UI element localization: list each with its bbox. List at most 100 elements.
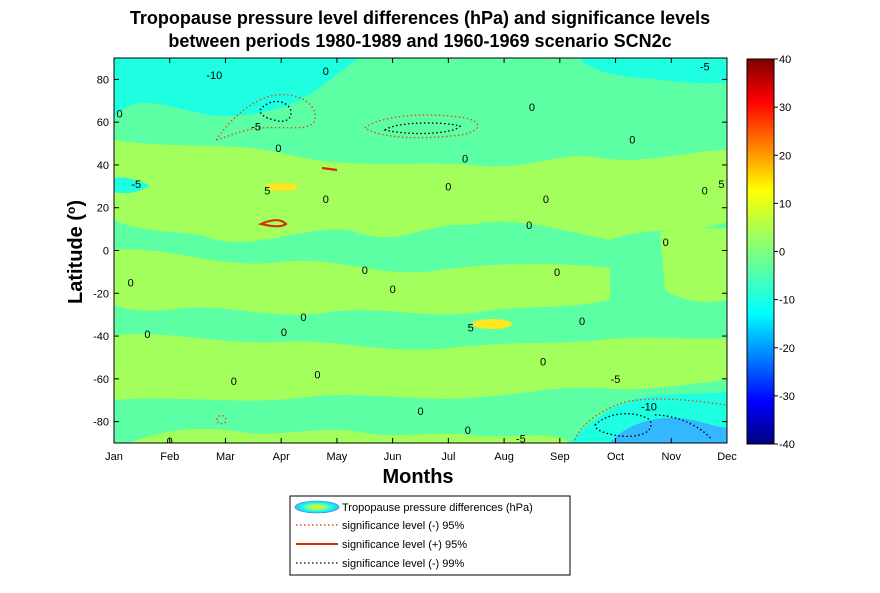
legend-label-fill: Tropopause pressure differences (hPa): [342, 502, 533, 514]
contour-label: 0: [465, 425, 471, 437]
legend-swatch-fill: [294, 500, 340, 514]
contour-label: -10: [206, 70, 222, 82]
x-axis-ticks: Jan Feb Mar Apr May Jun Jul Aug Sep Oct Nov Dec: [105, 58, 737, 463]
y-tick-label: -20: [93, 288, 109, 300]
x-tick-label: Apr: [273, 451, 290, 463]
field-positive-spot-jul: [472, 319, 512, 329]
y-tick-label: -40: [93, 331, 109, 343]
colorbar-tick-label: -20: [779, 343, 795, 355]
x-tick-label: Aug: [494, 451, 514, 463]
x-axis-label: Months: [382, 466, 453, 488]
sig-pos95-may: [321, 166, 338, 172]
field-band-positive-north: [114, 140, 727, 242]
contour-labels: -10 0 -5 0 -5 0 0 0 0 -5 5 0 0 0 0 5 0 0 0 0 0 0 0 5 0 0 0 0 0 0 -5 -10…: [117, 62, 725, 446]
y-axis-label: Latitude (o): [64, 200, 87, 304]
contour-label: 0: [314, 370, 320, 382]
x-tick-label: Feb: [160, 451, 179, 463]
chart-title-line-2: between periods 1980-1989 and 1960-1969 …: [168, 31, 671, 51]
legend-label-neg99: significance level (-) 99%: [342, 558, 464, 570]
colorbar-tick-label: 0: [779, 247, 785, 259]
contour-label: -5: [251, 121, 261, 133]
plot-area: -10 0 -5 0 -5 0 0 0 0 -5 5 0 0 0 0 5 0 0 0 0 0 0 0 5 0 0 0 0 0 0 -5 -10…: [114, 58, 727, 446]
x-tick-label: Jun: [384, 451, 402, 463]
legend: Tropopause pressure differences (hPa) si…: [289, 495, 571, 576]
field-negative-southeast-deep: [610, 417, 727, 443]
field-band-positive-southmost: [130, 428, 570, 443]
contour-label: 0: [390, 284, 396, 296]
y-tick-label: 60: [97, 117, 109, 129]
field-negative-north-left: [114, 58, 360, 118]
x-tick-label: May: [327, 451, 348, 463]
y-tick-label: 20: [97, 203, 109, 215]
field-positive-spot-apr: [266, 183, 298, 191]
contour-label: 0: [462, 154, 468, 166]
contour-label: 0: [529, 102, 535, 114]
contour-label: 0: [417, 406, 423, 418]
contour-label: 0: [281, 327, 287, 339]
contour-label: 0: [445, 181, 451, 193]
colorbar-tick-label: -40: [779, 439, 795, 451]
colorbar-tick-label: 10: [779, 198, 791, 210]
x-tick-label: Nov: [661, 451, 681, 463]
chart-title-line-1: Tropopause pressure level differences (h…: [130, 8, 710, 28]
y-axis-ticks: 80 60 40 20 0 -20 -40 -60 -80: [93, 74, 727, 429]
contour-label: 5: [718, 179, 724, 191]
field-band-positive-equator: [114, 249, 610, 315]
sig-neg99-north-mid: [383, 122, 462, 135]
contour-label: 0: [323, 66, 329, 78]
contour-label: -5: [611, 374, 621, 386]
legend-label-pos95: significance level (+) 95%: [342, 539, 467, 551]
contour-label: -5: [131, 179, 141, 191]
legend-label-neg95: significance level (-) 95%: [342, 520, 464, 532]
colorbar-tick-label: 40: [779, 54, 791, 66]
contour-label: 0: [362, 265, 368, 277]
contour-label: 0: [231, 376, 237, 388]
sig-neg95-mar-south: [216, 414, 227, 425]
x-tick-label: Mar: [216, 451, 235, 463]
field-band-positive-right: [660, 228, 727, 302]
colorbar-tick-label: 30: [779, 102, 791, 114]
contour-label: 0: [540, 357, 546, 369]
contour-label: 0: [579, 316, 585, 328]
y-axis-label-degree: o: [64, 207, 78, 214]
colorbar-tick-label: -10: [779, 295, 795, 307]
y-axis-label-text: Latitude (: [65, 214, 87, 304]
contour-label: 0: [702, 186, 708, 198]
contour-label: 0: [300, 312, 306, 324]
x-tick-label: Dec: [717, 451, 737, 463]
y-tick-label: -60: [93, 374, 109, 386]
contour-label: 0: [323, 194, 329, 206]
contour-label: 0: [526, 220, 532, 232]
field-negative-west-edge: [114, 177, 150, 194]
contour-label: 0: [629, 134, 635, 146]
y-tick-label: -80: [93, 417, 109, 429]
contour-label: 0: [117, 109, 123, 121]
sig-pos95-apr: [257, 219, 288, 228]
contour-label: -5: [516, 434, 526, 446]
contour-label: 0: [275, 143, 281, 155]
y-tick-label: 80: [97, 74, 109, 86]
contour-label: 0: [128, 278, 134, 290]
contour-label: -5: [700, 62, 710, 74]
x-tick-label: Oct: [607, 451, 624, 463]
x-tick-label: Sep: [550, 451, 570, 463]
contour-label: 0: [663, 237, 669, 249]
colorbar: [746, 58, 775, 445]
y-tick-label: 40: [97, 160, 109, 172]
sig-neg95-north-left: [214, 93, 316, 142]
field-band-positive-south: [114, 333, 727, 401]
contour-label: 0: [554, 267, 560, 279]
sig-neg99-southeast-2: [654, 414, 713, 441]
contour-label: 0: [543, 194, 549, 206]
contour-label: 5: [468, 323, 474, 335]
y-tick-label: 0: [103, 246, 109, 258]
field-negative-north-right: [580, 58, 727, 84]
x-tick-label: Jul: [441, 451, 455, 463]
colorbar-tick-label: -30: [779, 391, 795, 403]
y-axis-label-close: ): [65, 200, 87, 207]
colorbar-ticks: 40 30 20 10 0 -10 -20 -30 -40: [774, 54, 795, 451]
x-tick-label: Jan: [105, 451, 123, 463]
contour-label: -10: [641, 402, 657, 414]
sig-neg99-north-left: [259, 100, 292, 122]
